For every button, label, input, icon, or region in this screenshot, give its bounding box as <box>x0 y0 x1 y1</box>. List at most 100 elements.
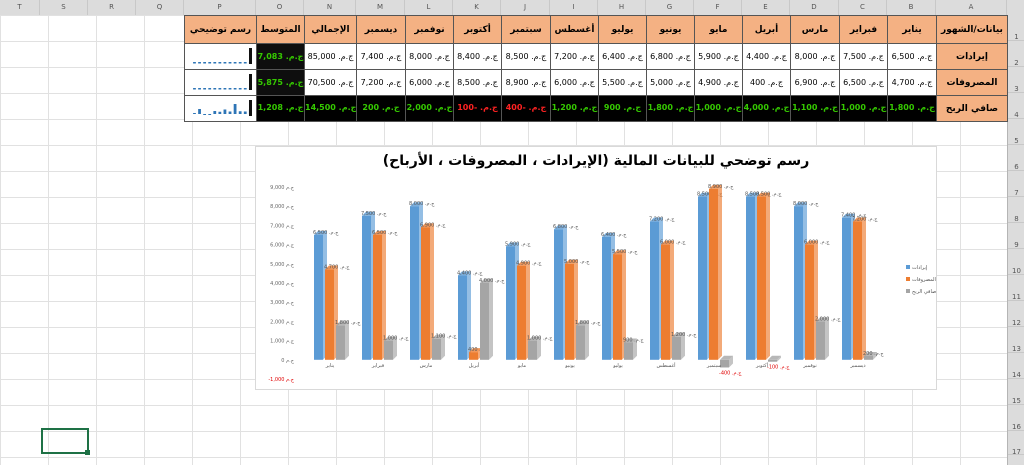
column-header-l[interactable]: L <box>405 0 453 15</box>
row-header-17[interactable]: 17 <box>1008 431 1024 456</box>
row-header-7[interactable]: 7 <box>1008 171 1024 197</box>
month-header-11[interactable]: نوفمبر <box>405 15 454 44</box>
revenue-cell-2[interactable]: ج.م. 7,500 <box>839 43 888 70</box>
total-header-cell[interactable]: الإجمالي <box>304 15 357 44</box>
profit-cell-9[interactable]: ج.م. -400 <box>501 95 551 122</box>
column-header-t[interactable]: T <box>0 0 40 15</box>
column-header-q[interactable]: Q <box>136 0 184 15</box>
sparkline-cell-1[interactable] <box>184 43 257 70</box>
month-header-6[interactable]: يونيو <box>646 15 695 44</box>
expense-cell-7[interactable]: ج.م. 5,500 <box>598 69 647 96</box>
expense-cell-3[interactable]: ج.م. 6,900 <box>790 69 840 96</box>
expense-cell-1[interactable]: ج.م. 4,700 <box>887 69 937 96</box>
month-header-3[interactable]: مارس <box>790 15 840 44</box>
column-header-m[interactable]: M <box>356 0 405 15</box>
revenue-average-cell[interactable]: ج.م. 7,083 <box>256 43 305 70</box>
expense-cell-2[interactable]: ج.م. 6,500 <box>839 69 888 96</box>
expense-cell-9[interactable]: ج.م. 8,900 <box>501 69 551 96</box>
column-header-r[interactable]: R <box>88 0 136 15</box>
profit-cell-11[interactable]: ج.م. 2,000 <box>405 95 454 122</box>
revenue-cell-3[interactable]: ج.م. 8,000 <box>790 43 840 70</box>
month-header-2[interactable]: فبراير <box>839 15 888 44</box>
row-header-5[interactable]: 5 <box>1008 119 1024 145</box>
profit-cell-6[interactable]: ج.م. 1,800 <box>646 95 695 122</box>
profit-cell-1[interactable]: ج.م. 1,800 <box>887 95 937 122</box>
row-header-15[interactable]: 15 <box>1008 379 1024 405</box>
month-header-1[interactable]: يناير <box>887 15 937 44</box>
column-header-k[interactable]: K <box>453 0 501 15</box>
expense-cell-4[interactable]: ج.م. 400 <box>742 69 791 96</box>
profit-label-cell[interactable]: صافي الربح <box>936 95 1008 122</box>
column-header-p[interactable]: P <box>184 0 256 15</box>
row-header-13[interactable]: 13 <box>1008 327 1024 353</box>
month-header-4[interactable]: أبريل <box>742 15 791 44</box>
month-header-8[interactable]: أغسطس <box>550 15 599 44</box>
column-header-c[interactable]: C <box>839 0 887 15</box>
revenue-cell-12[interactable]: ج.م. 7,400 <box>356 43 406 70</box>
expense-cell-10[interactable]: ج.م. 8,500 <box>453 69 502 96</box>
expense-cell-5[interactable]: ج.م. 4,900 <box>694 69 743 96</box>
financial-chart[interactable]: رسم توضحي للبيانات المالية (الإيرادات ، … <box>255 146 937 390</box>
expense-label-cell[interactable]: المصروفات <box>936 69 1008 96</box>
column-header-i[interactable]: I <box>550 0 598 15</box>
revenue-cell-7[interactable]: ج.م. 6,400 <box>598 43 647 70</box>
profit-cell-5[interactable]: ج.م. 1,000 <box>694 95 743 122</box>
profit-total-cell[interactable]: ج.م. 14,500 <box>304 95 357 122</box>
profit-cell-10[interactable]: ج.م. -100 <box>453 95 502 122</box>
expense-total-cell[interactable]: ج.م. 70,500 <box>304 69 357 96</box>
column-header-a[interactable]: A <box>936 0 1007 15</box>
month-header-10[interactable]: أكتوبر <box>453 15 502 44</box>
revenue-total-cell[interactable]: ج.م. 85,000 <box>304 43 357 70</box>
row-header-16[interactable]: 16 <box>1008 405 1024 431</box>
row-header-11[interactable]: 11 <box>1008 275 1024 301</box>
revenue-cell-10[interactable]: ج.م. 8,400 <box>453 43 502 70</box>
column-header-s[interactable]: S <box>40 0 88 15</box>
revenue-cell-1[interactable]: ج.م. 6,500 <box>887 43 937 70</box>
row-header-9[interactable]: 9 <box>1008 223 1024 249</box>
revenue-cell-6[interactable]: ج.م. 6,800 <box>646 43 695 70</box>
row-header-4[interactable]: 4 <box>1008 93 1024 119</box>
row-header-10[interactable]: 10 <box>1008 249 1024 275</box>
revenue-cell-5[interactable]: ج.م. 5,900 <box>694 43 743 70</box>
column-header-e[interactable]: E <box>742 0 790 15</box>
sparkline-cell-3[interactable] <box>184 95 257 122</box>
sparkline-cell-2[interactable] <box>184 69 257 96</box>
column-header-h[interactable]: H <box>598 0 646 15</box>
header-label-cell[interactable]: بيانات/الشهور <box>936 15 1008 44</box>
column-header-b[interactable]: B <box>887 0 936 15</box>
expense-cell-6[interactable]: ج.م. 5,000 <box>646 69 695 96</box>
column-header-f[interactable]: F <box>694 0 742 15</box>
month-header-9[interactable]: سبتمبر <box>501 15 551 44</box>
sparkline-header-cell[interactable]: رسم توضيحي <box>184 15 257 44</box>
average-header-cell[interactable]: المتوسط <box>256 15 305 44</box>
column-header-n[interactable]: N <box>304 0 356 15</box>
expense-cell-11[interactable]: ج.م. 6,000 <box>405 69 454 96</box>
column-header-d[interactable]: D <box>790 0 839 15</box>
row-header-12[interactable]: 12 <box>1008 301 1024 327</box>
revenue-label-cell[interactable]: إيرادات <box>936 43 1008 70</box>
month-header-12[interactable]: ديسمبر <box>356 15 406 44</box>
column-header-j[interactable]: J <box>501 0 550 15</box>
profit-cell-2[interactable]: ج.م. 1,000 <box>839 95 888 122</box>
revenue-cell-11[interactable]: ج.م. 8,000 <box>405 43 454 70</box>
row-header-14[interactable]: 14 <box>1008 353 1024 379</box>
month-header-7[interactable]: يوليو <box>598 15 647 44</box>
expense-average-cell[interactable]: ج.م. 5,875 <box>256 69 305 96</box>
row-header-6[interactable]: 6 <box>1008 145 1024 171</box>
row-header-1[interactable]: 1 <box>1008 15 1024 41</box>
row-header-3[interactable]: 3 <box>1008 67 1024 93</box>
profit-cell-7[interactable]: ج.م. 900 <box>598 95 647 122</box>
profit-average-cell[interactable]: ج.م. 1,208 <box>256 95 305 122</box>
profit-cell-12[interactable]: ج.م. 200 <box>356 95 406 122</box>
revenue-cell-9[interactable]: ج.م. 8,500 <box>501 43 551 70</box>
month-header-5[interactable]: مايو <box>694 15 743 44</box>
profit-cell-3[interactable]: ج.م. 1,100 <box>790 95 840 122</box>
expense-cell-12[interactable]: ج.م. 7,200 <box>356 69 406 96</box>
column-header-o[interactable]: O <box>256 0 304 15</box>
row-header-2[interactable]: 2 <box>1008 41 1024 67</box>
revenue-cell-8[interactable]: ج.م. 7,200 <box>550 43 599 70</box>
profit-cell-4[interactable]: ج.م. 4,000 <box>742 95 791 122</box>
revenue-cell-4[interactable]: ج.م. 4,400 <box>742 43 791 70</box>
row-header-8[interactable]: 8 <box>1008 197 1024 223</box>
expense-cell-8[interactable]: ج.م. 6,000 <box>550 69 599 96</box>
